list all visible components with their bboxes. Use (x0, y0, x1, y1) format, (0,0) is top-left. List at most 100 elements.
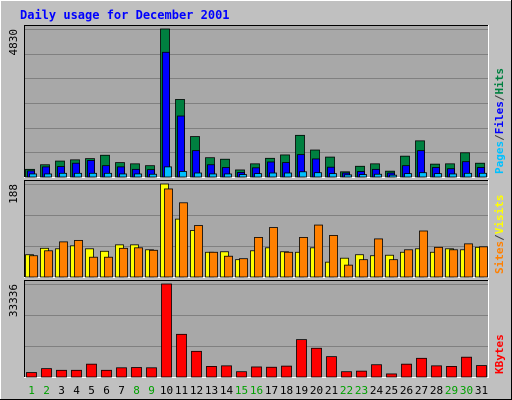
bar-pages (464, 172, 472, 178)
chart-panels: 4830Pages/Files/Hits188Sites/Visits33336… (7, 25, 506, 397)
x-tick-label: 5 (88, 384, 95, 397)
bar-sites (44, 250, 53, 278)
bar-sites (224, 255, 233, 278)
bar-sites (374, 238, 383, 278)
x-tick-label: 2 (43, 384, 50, 397)
legend-entry: Visits (493, 195, 506, 235)
legend-kbytes: KBytes (493, 334, 506, 374)
bar-sites (464, 243, 473, 278)
bar-sites (434, 246, 443, 278)
plot-area-kbytes (24, 280, 489, 378)
x-tick-label: 12 (190, 384, 203, 397)
bar-kbytes (461, 356, 472, 378)
bar-sites (104, 256, 113, 278)
bar-pages (479, 172, 487, 178)
y-max-label: 188 (7, 184, 20, 204)
bar-sites (314, 224, 323, 278)
bar-sites (419, 230, 428, 278)
bar-pages (104, 172, 112, 178)
bar-kbytes (371, 364, 382, 378)
bar-pages (239, 174, 247, 178)
bar-kbytes (101, 369, 112, 378)
y-max-label: 33336 (7, 284, 20, 317)
bar-kbytes (416, 357, 427, 378)
legend-visits-sites: Sites/Visits (493, 195, 506, 275)
legend-entry: Files (493, 101, 506, 134)
bar-sites (29, 255, 38, 278)
bar-kbytes (356, 370, 367, 378)
bar-kbytes (191, 350, 202, 378)
x-tick-label: 28 (430, 384, 443, 397)
x-tick-label: 16 (250, 384, 263, 397)
bar-pages (224, 173, 232, 178)
bar-sites (344, 264, 353, 278)
bar-kbytes (116, 367, 127, 378)
bar-kbytes (266, 366, 277, 378)
bar-sites (269, 227, 278, 278)
x-tick-label: 6 (103, 384, 110, 397)
bar-kbytes (221, 365, 232, 378)
bar-pages (149, 173, 157, 178)
bar-kbytes (296, 339, 307, 378)
bar-kbytes (281, 365, 292, 378)
x-tick-label: 15 (235, 384, 248, 397)
bar-pages (374, 173, 382, 178)
bar-sites (329, 235, 338, 278)
bar-sites (404, 249, 413, 278)
legend-entry: Pages (493, 141, 506, 174)
bar-pages (119, 173, 127, 178)
bar-pages (449, 173, 457, 178)
bar-pages (434, 173, 442, 178)
bar-sites (164, 188, 173, 278)
bar-kbytes (446, 365, 457, 378)
legend-hits-files-pages: Pages/Files/Hits (493, 68, 506, 174)
x-tick-label: 10 (160, 384, 173, 397)
bar-pages (389, 174, 397, 178)
bar-kbytes (236, 371, 247, 378)
bar-kbytes (41, 368, 52, 378)
bar-kbytes (386, 373, 397, 378)
bar-kbytes (476, 365, 487, 378)
bar-sites (59, 241, 68, 278)
bar-kbytes (146, 367, 157, 378)
bar-sites (299, 237, 308, 278)
bar-kbytes (161, 283, 172, 378)
bar-sites (74, 239, 83, 278)
bar-pages (344, 174, 352, 178)
bar-kbytes (206, 365, 217, 378)
legend-entry: Hits (493, 68, 506, 95)
x-tick-label: 4 (73, 384, 80, 397)
bar-sites (389, 259, 398, 278)
x-tick-label: 11 (175, 384, 188, 397)
x-tick-label: 8 (133, 384, 140, 397)
bar-sites (284, 251, 293, 278)
bar-kbytes (131, 367, 142, 378)
bar-kbytes (401, 363, 412, 378)
bar-sites (179, 202, 188, 278)
x-tick-label: 17 (265, 384, 278, 397)
bar-pages (404, 173, 412, 178)
legend-entry: / (493, 234, 506, 241)
bar-kbytes (56, 369, 67, 378)
x-tick-label: 27 (415, 384, 428, 397)
bar-files (177, 115, 185, 178)
x-tick-label: 26 (400, 384, 413, 397)
bar-sites (254, 237, 263, 278)
bar-sites (239, 258, 248, 278)
x-tick-label: 21 (325, 384, 338, 397)
bar-pages (59, 172, 67, 178)
x-tick-label: 24 (370, 384, 384, 397)
x-tick-label: 20 (310, 384, 323, 397)
legend-entry: Sites (493, 241, 506, 274)
x-tick-label: 7 (118, 384, 125, 397)
bar-kbytes (251, 366, 262, 378)
legend-entry: KBytes (493, 334, 506, 374)
x-tick-label: 29 (445, 384, 458, 397)
bar-sites (89, 256, 98, 278)
x-tick-label: 25 (385, 384, 398, 397)
legend-entry: / (493, 134, 506, 141)
x-tick-label: 22 (340, 384, 353, 397)
x-tick-label: 1 (28, 384, 35, 397)
x-tick-label: 31 (475, 384, 488, 397)
bar-pages (419, 172, 427, 178)
